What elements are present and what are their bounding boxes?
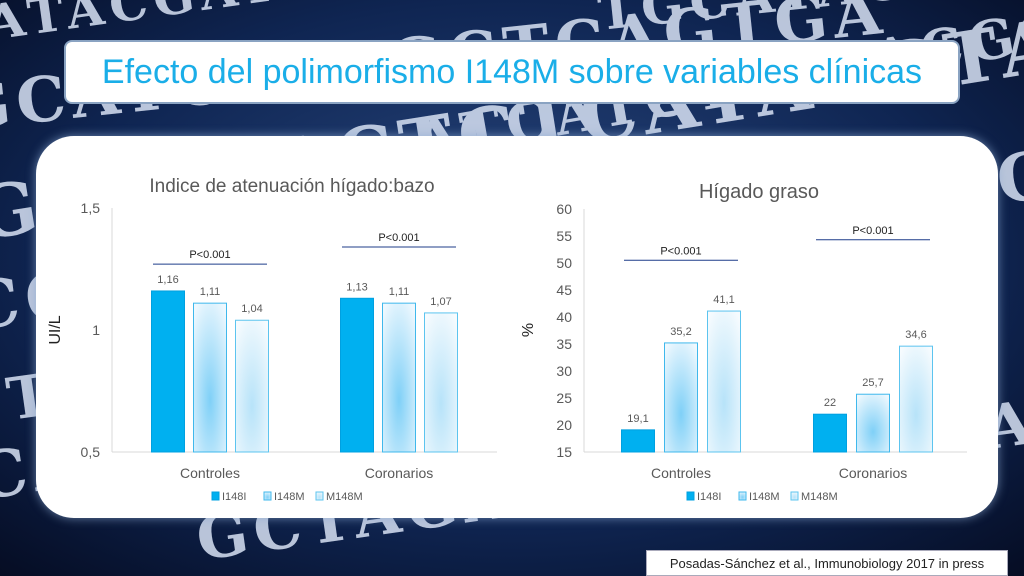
legend-swatch [738,491,747,501]
slide-title-box: Efecto del polimorfismo I148M sobre vari… [64,40,960,104]
legend-label: M148M [801,491,838,503]
legend-label: M148M [326,491,363,503]
chart-title: Hígado graso [699,181,819,203]
significance-label: P<0.001 [660,245,701,257]
slide-title: Efecto del polimorfismo I148M sobre vari… [101,52,923,91]
significance-label: P<0.001 [378,232,419,244]
bar-m148m-coronarios [424,312,458,453]
x-tick-label: Coronarios [839,465,907,481]
data-label: 25,7 [862,377,883,389]
legend-label: I148I [222,491,246,503]
bar-i148i-controles [151,290,185,453]
citation-box: Posadas-Sánchez et al., Immunobiology 20… [646,550,1008,576]
chart-title: Indice de atenuación hígado:bazo [149,176,434,197]
y-tick-label: 0,5 [81,444,101,460]
legend-label: I148M [274,491,305,503]
data-label: 35,2 [670,326,691,338]
bar-i148i-coronarios [813,413,847,453]
y-tick-label: 40 [556,309,572,325]
bar-i148m-coronarios [382,302,416,453]
y-tick-label: 30 [556,363,572,379]
bar-m148m-coronarios [899,345,933,453]
legend-label: I148M [749,491,780,503]
bar-m148m-controles [235,319,269,453]
y-tick-label: 25 [556,390,572,406]
x-tick-label: Controles [180,465,240,481]
data-label: 1,11 [389,286,410,298]
data-label: 1,04 [241,303,262,315]
y-tick-label: 60 [556,201,572,217]
y-tick-label: 35 [556,336,572,352]
data-label: 1,13 [346,281,367,293]
data-label: 1,16 [157,274,178,286]
chart-liver-spleen: Indice de atenuación hígado:bazo UI/L 0,… [47,176,497,503]
y-tick-label: 1,5 [81,200,101,216]
data-label: 1,07 [430,296,451,308]
data-label: 1,11 [200,286,221,298]
x-tick-label: Coronarios [365,465,433,481]
y-tick-label: 50 [556,255,572,271]
legend-swatch [686,491,695,501]
legend-swatch [315,491,324,501]
y-tick-label: 55 [556,228,572,244]
chart-fatty-liver: Hígado graso % 15 20 25 30 35 40 45 50 55 60 19,1… [520,181,967,503]
y-tick-label: 1 [92,322,100,338]
data-label: 41,1 [713,294,734,306]
bar-i148m-controles [664,342,698,453]
data-label: 19,1 [627,413,648,425]
y-axis-label: % [520,323,537,337]
y-axis-label: UI/L [47,315,64,344]
significance-label: P<0.001 [852,225,893,237]
legend-swatch [211,491,220,501]
y-tick-label: 45 [556,282,572,298]
bar-i148i-controles [621,429,655,453]
data-label: 22 [824,397,836,409]
bar-i148i-coronarios [340,297,374,453]
y-tick-label: 15 [556,444,572,460]
data-label: 34,6 [905,329,926,341]
citation-text: Posadas-Sánchez et al., Immunobiology 20… [669,555,985,571]
significance-label: P<0.001 [189,249,230,261]
x-tick-label: Controles [651,465,711,481]
bar-i148m-coronarios [856,393,890,453]
bar-i148m-controles [193,302,227,453]
legend-swatch [263,491,272,501]
legend-swatch [790,491,799,501]
legend-label: I148I [697,491,721,503]
y-tick-label: 20 [556,417,572,433]
bar-m148m-controles [707,310,741,453]
